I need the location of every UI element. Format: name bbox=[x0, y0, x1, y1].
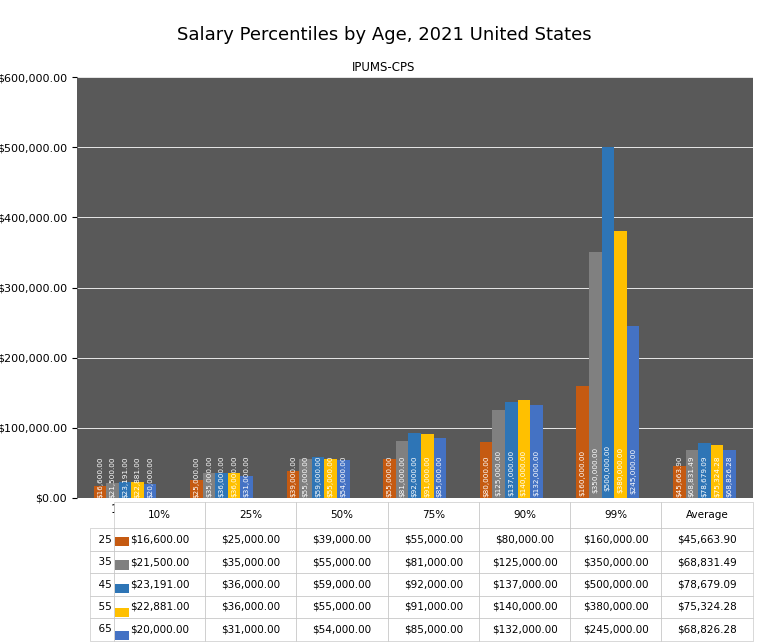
Text: $20,000.00: $20,000.00 bbox=[147, 456, 153, 498]
Bar bbox=[673, 466, 686, 498]
Bar bbox=[324, 459, 337, 498]
Text: $45,663.90: $45,663.90 bbox=[677, 456, 682, 497]
Text: $350,000.00: $350,000.00 bbox=[592, 447, 598, 493]
Bar bbox=[215, 473, 228, 498]
Text: $245,000.00: $245,000.00 bbox=[630, 448, 636, 494]
Text: $36,000.00: $36,000.00 bbox=[231, 456, 237, 498]
Bar bbox=[115, 608, 129, 617]
Text: $75,324.28: $75,324.28 bbox=[714, 455, 720, 497]
Bar bbox=[409, 433, 421, 498]
Text: $22,881.00: $22,881.00 bbox=[134, 456, 141, 498]
Text: $380,000.00: $380,000.00 bbox=[617, 446, 624, 493]
Bar bbox=[710, 445, 723, 498]
Bar bbox=[434, 439, 446, 498]
Text: $68,831.49: $68,831.49 bbox=[689, 455, 695, 497]
Bar bbox=[240, 476, 253, 498]
Text: $81,000.00: $81,000.00 bbox=[399, 455, 406, 497]
Bar bbox=[94, 486, 106, 498]
Bar bbox=[589, 253, 601, 498]
Text: $59,000.00: $59,000.00 bbox=[315, 456, 321, 497]
Text: $85,000.00: $85,000.00 bbox=[437, 455, 443, 496]
Text: $160,000.00: $160,000.00 bbox=[580, 449, 586, 496]
Bar bbox=[396, 441, 409, 498]
Bar bbox=[312, 457, 324, 498]
Text: $140,000.00: $140,000.00 bbox=[521, 450, 527, 496]
Text: $500,000.00: $500,000.00 bbox=[605, 445, 611, 491]
Text: $31,000.00: $31,000.00 bbox=[243, 456, 250, 498]
Bar bbox=[337, 460, 349, 498]
Text: $132,000.00: $132,000.00 bbox=[533, 450, 539, 496]
Text: $91,000.00: $91,000.00 bbox=[424, 455, 430, 496]
Bar bbox=[577, 386, 589, 498]
Bar bbox=[115, 584, 129, 593]
Text: $55,000.00: $55,000.00 bbox=[303, 456, 309, 497]
Bar bbox=[131, 482, 144, 498]
Bar bbox=[723, 449, 736, 498]
Text: $78,679.09: $78,679.09 bbox=[701, 455, 707, 497]
Bar bbox=[144, 484, 157, 498]
Bar bbox=[106, 483, 119, 498]
Text: $35,000.00: $35,000.00 bbox=[206, 456, 212, 498]
Text: $137,000.00: $137,000.00 bbox=[508, 450, 515, 496]
Bar bbox=[300, 459, 312, 498]
Text: $16,600.00: $16,600.00 bbox=[97, 456, 103, 498]
Text: $92,000.00: $92,000.00 bbox=[412, 455, 418, 496]
Text: $68,826.28: $68,826.28 bbox=[727, 455, 733, 497]
Bar bbox=[115, 561, 129, 570]
Bar bbox=[614, 231, 627, 498]
Bar bbox=[505, 402, 518, 498]
Bar bbox=[286, 471, 300, 498]
Bar bbox=[518, 400, 530, 498]
Text: IPUMS-CPS: IPUMS-CPS bbox=[353, 61, 415, 74]
Bar bbox=[190, 480, 203, 498]
Bar bbox=[203, 473, 215, 498]
Bar bbox=[530, 405, 543, 498]
Bar bbox=[421, 434, 434, 498]
Text: $36,000.00: $36,000.00 bbox=[219, 456, 224, 498]
Text: $80,000.00: $80,000.00 bbox=[483, 455, 489, 497]
Bar bbox=[480, 442, 492, 498]
Text: $21,500.00: $21,500.00 bbox=[110, 456, 115, 498]
Bar bbox=[698, 443, 710, 498]
Text: Salary Percentiles by Age, 2021 United States: Salary Percentiles by Age, 2021 United S… bbox=[177, 26, 591, 44]
Bar bbox=[627, 326, 639, 498]
Bar bbox=[115, 631, 129, 640]
Text: $55,000.00: $55,000.00 bbox=[386, 456, 392, 497]
Bar bbox=[115, 537, 129, 546]
Bar bbox=[383, 459, 396, 498]
Text: $25,000.00: $25,000.00 bbox=[194, 456, 200, 498]
Text: $125,000.00: $125,000.00 bbox=[495, 450, 502, 496]
Bar bbox=[686, 449, 698, 498]
Bar bbox=[601, 147, 614, 498]
Text: $54,000.00: $54,000.00 bbox=[340, 456, 346, 497]
Text: $55,000.00: $55,000.00 bbox=[328, 456, 334, 497]
Bar bbox=[119, 482, 131, 498]
Text: $39,000.00: $39,000.00 bbox=[290, 456, 296, 497]
Text: $23,191.00: $23,191.00 bbox=[122, 456, 128, 498]
Bar bbox=[492, 410, 505, 498]
Bar bbox=[228, 473, 240, 498]
